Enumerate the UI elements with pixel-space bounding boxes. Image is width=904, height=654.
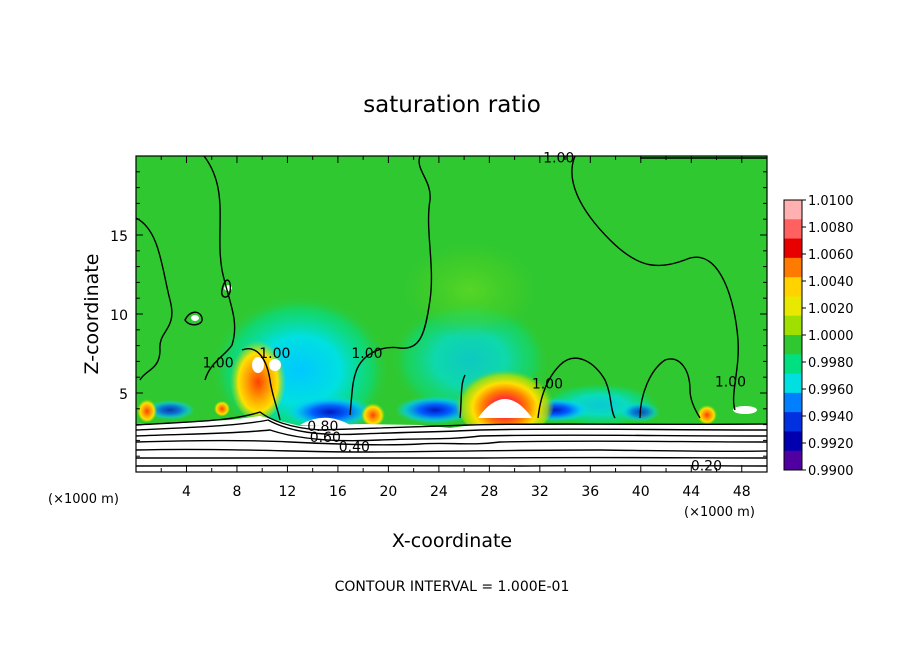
heatmap-white-patch — [733, 406, 757, 414]
chart-title: saturation ratio — [363, 92, 541, 118]
colorbar-label: 1.0040 — [808, 275, 854, 290]
contour-line — [136, 448, 767, 453]
colorbar-swatch — [784, 373, 802, 394]
colorbar-swatch — [784, 412, 802, 432]
contour-label: 1.00 — [202, 356, 233, 372]
heatmap-white-patch — [252, 357, 264, 373]
contour-line — [136, 429, 767, 442]
contour-line — [136, 411, 767, 431]
x-tick-label: 20 — [379, 484, 397, 500]
colorbar-swatch — [784, 238, 802, 259]
x-tick-label: 24 — [430, 484, 448, 500]
x-tick-label: 8 — [232, 484, 241, 500]
colorbar-label: 1.0060 — [808, 248, 854, 263]
contour-label: 1.00 — [715, 375, 746, 391]
contour-line — [203, 156, 236, 381]
colorbar-label: 1.0000 — [808, 329, 854, 344]
x-tick-label: 32 — [531, 484, 549, 500]
contour-line — [184, 311, 203, 326]
colorbar-swatch — [784, 431, 802, 452]
contour-interval-note: CONTOUR INTERVAL = 1.000E-01 — [335, 579, 570, 595]
contour-line — [459, 374, 466, 419]
contour-label: 1.00 — [532, 376, 563, 392]
colorbar-swatch — [784, 277, 802, 297]
x-tick-label: 36 — [581, 484, 599, 500]
heatmap-white-patch — [269, 359, 281, 371]
contour-label: 0.20 — [691, 458, 722, 474]
contour-line — [349, 156, 433, 416]
heatmap-warm-region — [697, 404, 717, 424]
contour-label: 0.40 — [339, 439, 370, 455]
heatmap-warm-region — [214, 400, 230, 416]
y-tick-label: 10 — [110, 308, 128, 324]
colorbar-swatch — [784, 354, 802, 375]
colorbar: 1.0100 1.0080 1.0060 1.0040 1.0020 1.0000 0.99… — [783, 194, 854, 479]
heatmap-warm-region — [361, 402, 385, 426]
heatmap-white-patch — [191, 315, 199, 321]
x-tick-layer: 4 8 12 16 20 24 28 32 36 40 44 48 — [160, 156, 751, 500]
contour-line — [136, 439, 767, 446]
colorbar-swatch — [784, 450, 802, 471]
colorbar-label: 0.9900 — [808, 464, 854, 479]
contour-line — [136, 217, 173, 381]
x-units-label: (×1000 m) — [684, 505, 755, 520]
heatmap-white-patch — [300, 417, 352, 426]
heatmap-blue-region — [145, 400, 195, 420]
contour-lines — [136, 156, 767, 467]
contour-label: 0.80 — [307, 419, 338, 435]
x-tick-label: 4 — [182, 484, 191, 500]
x-tick-label: 44 — [682, 484, 700, 500]
contour-label: 1.00 — [259, 346, 290, 362]
x-tick-label: 28 — [480, 484, 498, 500]
contour-line — [571, 156, 739, 411]
colorbar-swatch — [784, 257, 802, 278]
contour-line — [241, 348, 281, 421]
contour-label: 1.00 — [351, 346, 382, 362]
colorbar-swatch — [784, 315, 802, 336]
colorbar-swatch — [784, 392, 802, 413]
colorbar-label: 1.0080 — [808, 221, 854, 236]
colorbar-label: 0.9960 — [808, 383, 854, 398]
contour-label: 1.00 — [543, 150, 574, 166]
z-units-label: (×1000 m) — [48, 492, 119, 507]
colorbar-swatch — [784, 296, 802, 317]
y-tick-label: 15 — [110, 229, 128, 245]
heatmap-white-patch — [478, 399, 532, 418]
colorbar-label: 1.0100 — [808, 194, 854, 209]
contour-line — [220, 279, 232, 298]
x-tick-label: 16 — [329, 484, 347, 500]
x-tick-label: 48 — [733, 484, 751, 500]
heatmap-lightgreen-region — [400, 240, 540, 340]
x-axis-label: X-coordinate — [392, 530, 512, 552]
heatmap-warm-region — [230, 336, 286, 420]
heatmap-warm-region — [137, 398, 157, 422]
y-axis-label: Z-coordinate — [81, 254, 103, 375]
x-tick-label: 40 — [632, 484, 650, 500]
colorbar-label: 1.0020 — [808, 302, 854, 317]
heatmap-blue-region — [285, 396, 375, 428]
colorbar-swatch — [784, 335, 802, 355]
y-tick-layer: 5 10 15 — [110, 171, 767, 457]
contour-line — [136, 456, 767, 459]
contour-label: 0.60 — [310, 430, 341, 446]
colorbar-label: 0.9940 — [808, 410, 854, 425]
contour-line — [639, 358, 701, 419]
heatmap-blue-region — [395, 396, 475, 424]
y-tick-label: 5 — [119, 387, 128, 403]
contour-label-layer: 1.00 1.00 1.00 1.00 1.00 1.00 0.800.600.40 0.20 — [202, 150, 746, 474]
colorbar-swatch — [784, 200, 802, 220]
colorbar-label: 0.9980 — [808, 356, 854, 371]
colorbar-swatch — [784, 219, 802, 240]
x-tick-label: 12 — [279, 484, 297, 500]
contour-line — [136, 419, 767, 436]
colorbar-label: 0.9920 — [808, 437, 854, 452]
contour-line — [537, 357, 616, 419]
